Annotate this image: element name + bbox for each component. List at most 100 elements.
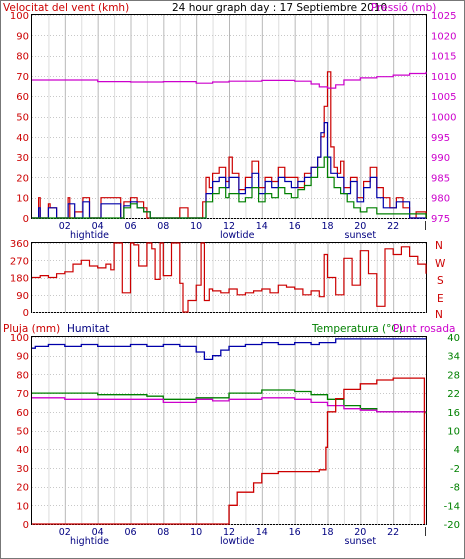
x-tick-label: 16 xyxy=(289,221,301,232)
y2-tick-label-temperature: 34 xyxy=(447,352,460,363)
graph-date-title: 24 hour graph day : 17 Septiembre 2010 xyxy=(172,2,387,14)
dir-label-w: W xyxy=(435,258,446,270)
x-marker-label: lowtide xyxy=(220,230,255,241)
dir-label-e: E xyxy=(437,293,444,305)
y2-tick-label-pressure: 1000 xyxy=(431,113,456,124)
x-tick-label: 08 xyxy=(157,527,169,538)
y2-tick-label-pressure: 990 xyxy=(431,153,450,164)
y2-tick-label-pressure: 995 xyxy=(431,133,450,144)
x-tick-label: 20 xyxy=(354,527,366,538)
y-tick-label-rain: 50 xyxy=(16,427,29,438)
y2-tick-label-temperature: 22 xyxy=(447,389,460,400)
y-tick-label-rain: 80 xyxy=(16,370,29,381)
y2-tick-label-temperature: 10 xyxy=(447,427,460,438)
y-tick-label-rain: 100 xyxy=(10,333,29,344)
x-tick-label: 18 xyxy=(321,221,333,232)
dir-label-n-bottom: N xyxy=(435,309,443,321)
x-tick-label: 22 xyxy=(387,221,399,232)
x-tick-label: 14 xyxy=(256,221,268,232)
x-tick-label: 12 xyxy=(223,527,235,538)
y-tick-label-wind: 90 xyxy=(16,31,29,42)
y2-tick-label-pressure: 1010 xyxy=(431,72,456,83)
y-tick-label-wind: 10 xyxy=(16,194,29,205)
x-tick-label: 10 xyxy=(190,221,202,232)
x-tick-label: 22 xyxy=(387,527,399,538)
y-tick-label-direction: 180 xyxy=(10,274,29,285)
y-tick-label-rain: 60 xyxy=(16,408,29,419)
y-tick-label-rain: 20 xyxy=(16,483,29,494)
dewpoint-line xyxy=(32,397,426,413)
y-tick-label-wind: 0 xyxy=(23,214,29,225)
dewpoint-axis-title: Punt rosada xyxy=(393,323,455,335)
x-tick-label: 18 xyxy=(321,527,333,538)
x-tick-label: 02 xyxy=(59,527,71,538)
x-marker-label: lowtide xyxy=(220,536,255,547)
humidity-line xyxy=(32,338,426,361)
dir-label-s: S xyxy=(437,275,444,287)
x-tick-label: 08 xyxy=(157,221,169,232)
x-marker-label: sunset xyxy=(345,536,377,547)
y-tick-label-rain: 40 xyxy=(16,445,29,456)
x-tick-label: 10 xyxy=(190,527,202,538)
y-tick-label-rain: 90 xyxy=(16,352,29,363)
x-tick-label: 04 xyxy=(92,221,104,232)
x-tick-label: 12 xyxy=(223,221,235,232)
wind-speed-axis-title: Velocitat del vent (kmh) xyxy=(3,2,129,14)
y2-tick-label-pressure: 1015 xyxy=(431,52,456,63)
y-tick-label-rain: 70 xyxy=(16,389,29,400)
temperature-line xyxy=(32,389,427,414)
x-tick-label: 20 xyxy=(354,221,366,232)
y-tick-label-rain: 10 xyxy=(16,501,29,512)
y2-tick-label-pressure: 975 xyxy=(431,214,450,225)
y-tick-label-direction: 90 xyxy=(16,291,29,302)
x-tick-label: 06 xyxy=(124,527,136,538)
y-tick-label-direction: 270 xyxy=(10,256,29,267)
y-tick-label-rain: 0 xyxy=(23,520,29,531)
y2-tick-label-temperature: 16 xyxy=(447,408,460,419)
y-tick-label-wind: 60 xyxy=(16,92,29,103)
y-tick-label-wind: 70 xyxy=(16,72,29,83)
x-tick-label: 16 xyxy=(289,527,301,538)
temperature-axis-title: Temperatura (°C) xyxy=(311,323,403,335)
y-tick-label-wind: 30 xyxy=(16,153,29,164)
y2-tick-label-temperature: -8 xyxy=(450,483,460,494)
panel-middle-frame xyxy=(31,242,427,313)
wind-direction-line xyxy=(32,242,427,313)
y2-tick-label-pressure: 985 xyxy=(431,173,450,184)
x-tick-label: 04 xyxy=(92,527,104,538)
y2-tick-label-temperature: 40 xyxy=(447,333,460,344)
y2-tick-label-temperature: -14 xyxy=(444,501,460,512)
y2-tick-label-pressure: 980 xyxy=(431,194,450,205)
x-tick-label: 06 xyxy=(124,221,136,232)
y2-tick-label-pressure: 1005 xyxy=(431,92,456,103)
y-tick-label-wind: 80 xyxy=(16,52,29,63)
x-tick-label: 14 xyxy=(256,527,268,538)
y2-tick-label-pressure: 1025 xyxy=(431,11,456,22)
y-tick-label-wind: 50 xyxy=(16,113,29,124)
rain-line xyxy=(32,377,426,525)
panel-top-frame xyxy=(31,14,427,219)
y-tick-label-direction: 360 xyxy=(10,239,29,250)
y-tick-label-wind: 20 xyxy=(16,173,29,184)
x-marker-label: sunset xyxy=(345,230,377,241)
y2-tick-label-temperature: -20 xyxy=(444,520,460,531)
wind-average-line xyxy=(32,156,427,219)
y2-tick-label-pressure: 1020 xyxy=(431,31,456,42)
y-tick-label-direction: 0 xyxy=(23,308,29,319)
y-tick-label-wind: 100 xyxy=(10,11,29,22)
y2-tick-label-temperature: -2 xyxy=(450,464,460,475)
pressure-line xyxy=(32,71,427,89)
pressure-axis-title: Pressió (mb) xyxy=(371,2,436,14)
x-tick-label: 02 xyxy=(59,221,71,232)
rain-axis-title: Pluja (mm) xyxy=(3,323,60,335)
x-marker-label: hightide xyxy=(70,536,109,547)
y-tick-label-rain: 30 xyxy=(16,464,29,475)
dir-label-n-top: N xyxy=(435,240,443,252)
x-marker-label: hightide xyxy=(70,230,109,241)
y-tick-label-wind: 40 xyxy=(16,133,29,144)
y2-tick-label-temperature: 4 xyxy=(454,445,460,456)
y2-tick-label-temperature: 28 xyxy=(447,370,460,381)
